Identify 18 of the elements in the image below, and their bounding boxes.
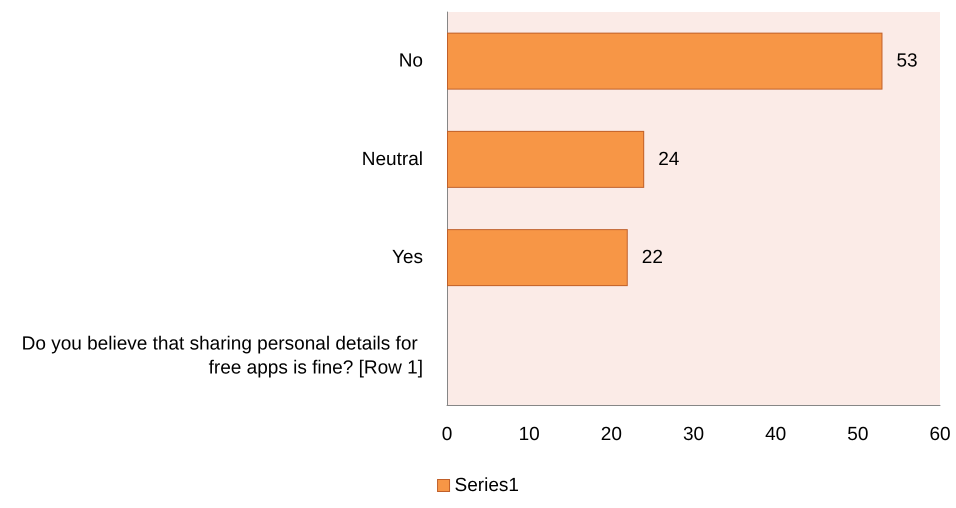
data-label: 22	[642, 247, 663, 268]
data-label: 53	[896, 50, 918, 72]
y-tick-label: Neutral	[362, 148, 423, 170]
y-tick-label: Do you believe that sharing personal details for free apps is fine? [Row 1]	[22, 333, 423, 378]
bar	[447, 229, 628, 286]
bar	[447, 130, 644, 188]
legend-label: Series1	[454, 475, 519, 496]
y-tick-label: No	[398, 50, 423, 72]
bar	[447, 32, 882, 90]
x-tick-label: 30	[682, 424, 704, 445]
data-label: 24	[658, 148, 680, 170]
y-tick-label: Yes	[392, 247, 423, 268]
x-tick-label: 20	[600, 424, 622, 445]
x-tick-label: 0	[442, 424, 452, 445]
x-tick-label: 50	[847, 424, 868, 445]
x-tick-label: 10	[518, 424, 540, 445]
x-tick-label: 60	[929, 424, 951, 445]
x-tick-label: 40	[765, 424, 786, 445]
